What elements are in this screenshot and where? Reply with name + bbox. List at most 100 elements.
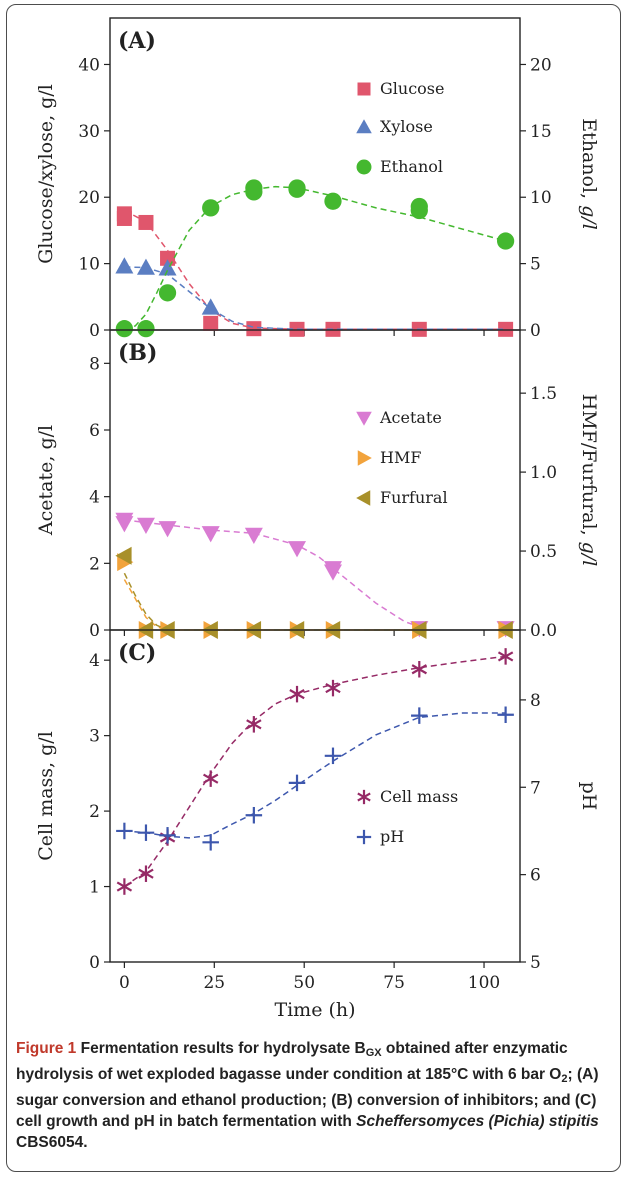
caption-part1: Fermentation results for hydrolysate B (76, 1040, 366, 1057)
y-tick-label: 4 (89, 488, 100, 508)
x-tick-label: 25 (203, 973, 225, 993)
y2-tick-label: 8 (530, 691, 541, 711)
y2-tick-label: 1.0 (530, 463, 557, 483)
y2-tick-label: 0 (530, 321, 541, 341)
legend-marker-glucose (357, 82, 371, 96)
data-point-cell-mass (138, 865, 154, 882)
panel-c: 0 1 2 3 4 5 6 7 8 0 25 50 75 100 Cell mass, g/l pH Time … (35, 629, 600, 1021)
data-point-ph (288, 774, 306, 792)
y-axis-label: Cell mass, g/l (35, 731, 57, 861)
series-furfural (115, 546, 513, 639)
data-point-ph (411, 707, 428, 724)
data-point-acetate (288, 541, 307, 558)
panel-label: (C) (118, 640, 156, 666)
y2-axis-label-unit: g/l (578, 205, 600, 230)
x-tick-label: 50 (293, 973, 315, 993)
y2-tick-label: 5 (530, 255, 541, 275)
legend-marker-acetate (356, 411, 372, 426)
y2-tick-label: 0.0 (530, 621, 557, 641)
y-tick-label: 2 (89, 554, 100, 574)
data-point-acetate (244, 527, 263, 544)
legend-item-glucose: Glucose (357, 79, 444, 98)
y2-axis-label-text: pH (578, 782, 600, 811)
y-tick-label: 8 (89, 354, 100, 374)
y-axis-label: Acetate, g/l (35, 425, 57, 536)
data-point-xylose (136, 258, 155, 275)
y-tick-label: 2 (89, 802, 100, 822)
y-tick-label: 10 (78, 255, 100, 275)
panel-label: (A) (118, 28, 156, 54)
figure-frame (6, 4, 621, 1172)
asterisk-stroke (138, 868, 154, 879)
data-point-ethanol (410, 197, 428, 216)
caption-subscript-gx: GX (365, 1047, 382, 1059)
legend-item-xylose: Xylose (356, 117, 433, 136)
y2-axis-label-text: Ethanol, (578, 118, 600, 205)
y-tick-label: 0 (89, 953, 100, 973)
data-point-ethanol (288, 180, 306, 198)
series-acetate (115, 512, 515, 638)
y2-tick-label: 1.5 (530, 384, 557, 404)
data-point-ethanol (496, 232, 515, 250)
caption-part2: obtained after enzymatic hydrolysis of w… (16, 1040, 568, 1083)
caption-part3: ; (A) sugar conversion and ethanol produ… (16, 1066, 599, 1130)
caption-lead: Figure 1 (16, 1040, 77, 1057)
caption-subscript-2: 2 (561, 1073, 568, 1085)
x-tick-label: 0 (119, 973, 130, 993)
series-ethanol (115, 179, 515, 338)
data-point-furfural (115, 546, 132, 565)
figure-caption: Figure 1 Fermentation results for hydrol… (16, 1038, 616, 1153)
data-point-cell-mass (246, 716, 262, 733)
fit-line-hmf (123, 579, 420, 631)
y-tick-label: 6 (89, 421, 100, 441)
legend-marker-ph (356, 829, 372, 845)
y2-tick-label: 7 (530, 778, 541, 798)
legend-item-cell-mass: Cell mass (357, 787, 458, 806)
data-point-acetate (201, 526, 220, 543)
y-tick-label: 20 (78, 188, 100, 208)
data-point-ethanol (202, 199, 220, 217)
legend-marker-ethanol (356, 159, 372, 175)
x-axis-label: Time (h) (274, 999, 355, 1021)
x-tick-label: 75 (383, 973, 405, 993)
legend-marker-xylose (356, 119, 372, 134)
plot-frame (109, 629, 521, 963)
legend-label-furfural: Furfural (380, 488, 448, 507)
asterisk-stroke (357, 792, 371, 802)
data-point-cell-mass (116, 878, 133, 895)
plot-frame (109, 17, 521, 331)
y2-tick-label: 6 (530, 866, 541, 886)
data-point-glucose (203, 315, 219, 331)
data-point-acetate (158, 521, 177, 538)
x-tick-label: 100 (468, 973, 500, 993)
y2-axis-label-unit: g/l (578, 542, 600, 567)
data-point-ph (497, 706, 514, 723)
y-tick-label: 3 (89, 727, 100, 747)
panel-label: (B) (118, 340, 157, 366)
legend-label-glucose: Glucose (380, 79, 444, 98)
legend-item-hmf: HMF (357, 448, 421, 467)
y-tick-label: 1 (89, 878, 100, 898)
fit-line-ethanol (124, 185, 506, 330)
data-point-ph (137, 824, 155, 841)
legend-item-furfural: Furfural (356, 488, 448, 507)
data-point-acetate (323, 564, 342, 581)
data-point-cell-mass (497, 648, 514, 665)
caption-part4: CBS6054. (16, 1134, 88, 1151)
data-point-ethanol (245, 179, 263, 197)
data-point-ethanol (137, 320, 155, 338)
panel-b: 0 2 4 6 8 0.0 0.5 1.0 1.5 Acetate, g/l HMF/Furfura… (35, 329, 600, 641)
series-cell-mass (116, 648, 514, 895)
data-point-xylose (115, 257, 134, 274)
plot-frame (109, 329, 521, 631)
legend-marker-furfural (356, 490, 371, 506)
y2-axis-label-text: HMF/Furfural, (578, 394, 600, 542)
y2-tick-label: 10 (530, 188, 552, 208)
data-point-glucose (116, 210, 132, 226)
legend-label-xylose: Xylose (380, 117, 433, 136)
y2-axis-label: pH (578, 782, 600, 811)
series-hmf (117, 553, 515, 639)
data-point-glucose (246, 321, 262, 337)
legend-label-hmf: HMF (380, 448, 421, 467)
y2-axis-label: Ethanol, g/l (578, 118, 600, 230)
